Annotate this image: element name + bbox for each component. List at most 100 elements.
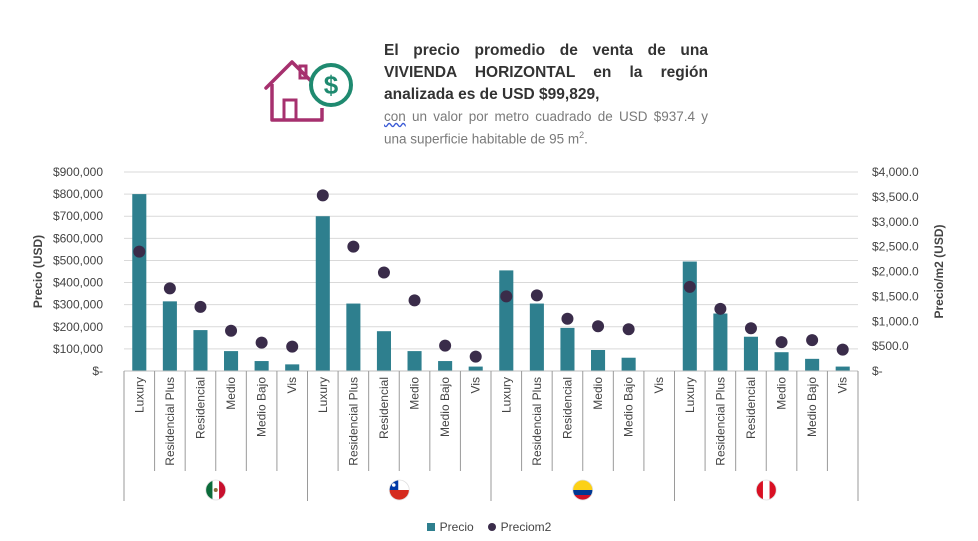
x-tick-label: Residencial [560,377,574,439]
point-preciom2 [714,302,727,315]
y-tick-label: $200,000 [53,320,103,334]
legend-item: Precio [426,520,474,534]
subline: con un valor por metro cuadrado de USD $… [384,107,708,149]
point-preciom2 [592,320,605,333]
x-tick-label: Medio [591,377,605,410]
x-tick-label: Medio Bajo [255,377,269,437]
x-tick-label: Luxury [499,377,513,413]
y2-tick-label: $1,000.0 [872,314,919,328]
bar-precio [560,327,575,371]
legend-swatch [426,523,435,531]
x-tick-label: Medio Bajo [438,377,452,437]
bar-precio [682,261,697,371]
point-preciom2 [133,245,146,258]
bar-precio [254,361,269,371]
bar-precio [315,216,330,371]
subline-superscript: 2 [579,130,585,140]
x-tick-label: Medio [775,377,789,410]
y2-tick-label: $2,500.0 [872,240,919,254]
point-preciom2 [744,322,757,335]
chart-legend: Precio Preciom2 [0,520,978,534]
point-preciom2 [530,289,543,302]
x-tick-label: Residencial Plus [713,377,727,466]
y-tick-label: $900,000 [53,165,103,179]
y2-tick-label: $3,000.0 [872,215,919,229]
x-tick-label: Residencial [377,377,391,439]
y-tick-label: $400,000 [53,276,103,290]
headline: El precio promedio de venta de una VIVIE… [384,42,708,103]
header: $ El precio promedio de venta de una VIV… [262,36,722,147]
point-preciom2 [500,290,513,303]
legend-label: Preciom2 [500,520,552,534]
x-tick-label: Medio Bajo [622,377,636,437]
x-tick-label: Vis [836,377,850,393]
x-tick-label: Vis [285,377,299,393]
bar-precio [499,270,514,371]
x-tick-label: Residencial [193,377,207,439]
house-dollar-icon: $ [264,60,353,122]
x-tick-label: Vis [469,377,483,393]
y-tick-label: $600,000 [53,231,103,245]
bar-precio [713,313,728,371]
point-preciom2 [286,340,299,353]
x-tick-label: Residencial Plus [346,377,360,466]
bar-precio [774,352,789,371]
subline-lead: con [384,109,406,124]
bar-precio [407,351,422,371]
point-preciom2 [163,282,176,295]
point-preciom2 [775,336,788,349]
y-tick-label: $800,000 [53,187,103,201]
legend-item: Preciom2 [487,520,552,534]
y2-tick-label: $3,500.0 [872,190,919,204]
bar-precio [193,330,208,371]
bar-precio [438,361,453,371]
peru-flag-icon [755,479,777,501]
x-tick-label: Medio [224,377,238,410]
point-preciom2 [836,343,849,356]
bar-precio [529,303,544,371]
bar-precio [346,303,361,371]
mexico-flag-icon [205,479,227,501]
point-preciom2 [561,312,574,325]
bar-precio [621,357,636,371]
point-preciom2 [194,300,207,313]
bar-precio [162,301,177,371]
point-preciom2 [255,336,268,349]
y-tick-label: $- [92,364,103,378]
bar-precio [285,364,300,371]
y2-tick-label: $500.0 [872,339,909,353]
point-preciom2 [225,324,238,337]
y-tick-label: $500,000 [53,253,103,267]
y2-tick-label: $- [872,364,883,378]
y2-axis-label: Precio/m2 (USD) [932,224,946,318]
bar-precio [591,349,606,371]
x-tick-label: Residencial [744,377,758,439]
x-tick-label: Luxury [132,377,146,413]
point-preciom2 [439,339,452,352]
point-preciom2 [683,280,696,293]
point-preciom2 [347,240,360,253]
y2-tick-label: $1,500.0 [872,289,919,303]
y-tick-label: $700,000 [53,209,103,223]
bar-precio [468,366,483,371]
point-preciom2 [806,334,819,347]
subline-end: . [584,131,588,147]
y-tick-label: $300,000 [53,298,103,312]
bar-precio [743,336,758,371]
legend-swatch [487,523,496,531]
bar-precio [132,194,147,371]
y-axis-label: Precio (USD) [31,235,45,308]
bar-precio [224,351,239,371]
x-tick-label: Residencial Plus [530,377,544,466]
x-tick-label: Medio Bajo [805,377,819,437]
bar-precio [805,358,820,371]
subline-text: un valor por metro cuadrado de USD $937.… [384,109,708,147]
point-preciom2 [316,189,329,202]
y2-tick-label: $2,000.0 [872,265,919,279]
point-preciom2 [469,350,482,363]
x-tick-label: Vis [652,377,666,393]
legend-label: Precio [439,520,474,534]
point-preciom2 [408,294,421,307]
bar-precio [835,366,850,371]
